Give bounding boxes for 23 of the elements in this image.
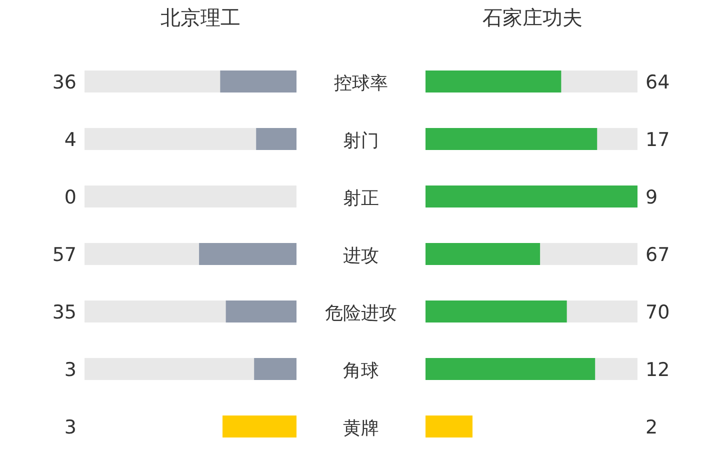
data-label: 4 [64,129,77,151]
data-label: 3 [64,416,77,438]
data-label: 3 [64,359,77,381]
category-label: 进攻 [343,246,379,266]
category-label: 射正 [343,188,379,209]
data-label: 17 [646,129,670,151]
category-label: 控球率 [334,73,388,94]
data-label: 35 [52,302,77,324]
data-label: 9 [646,186,658,208]
data-label: 70 [646,302,670,324]
category-label: 角球 [343,360,379,382]
data-label: 2 [646,416,658,438]
data-label: 67 [646,244,670,266]
data-label: 36 [52,72,77,94]
text: 北京理工 [160,6,240,30]
data-label: 64 [646,72,670,94]
data-label: 57 [52,244,77,266]
category-label: 射门 [343,130,379,152]
data-label: 12 [646,359,670,381]
data-label: 0 [64,186,77,208]
category-label: 黄牌 [343,418,379,439]
text: 石家庄功夫 [482,6,582,30]
category-label: 危险进攻 [325,303,397,324]
